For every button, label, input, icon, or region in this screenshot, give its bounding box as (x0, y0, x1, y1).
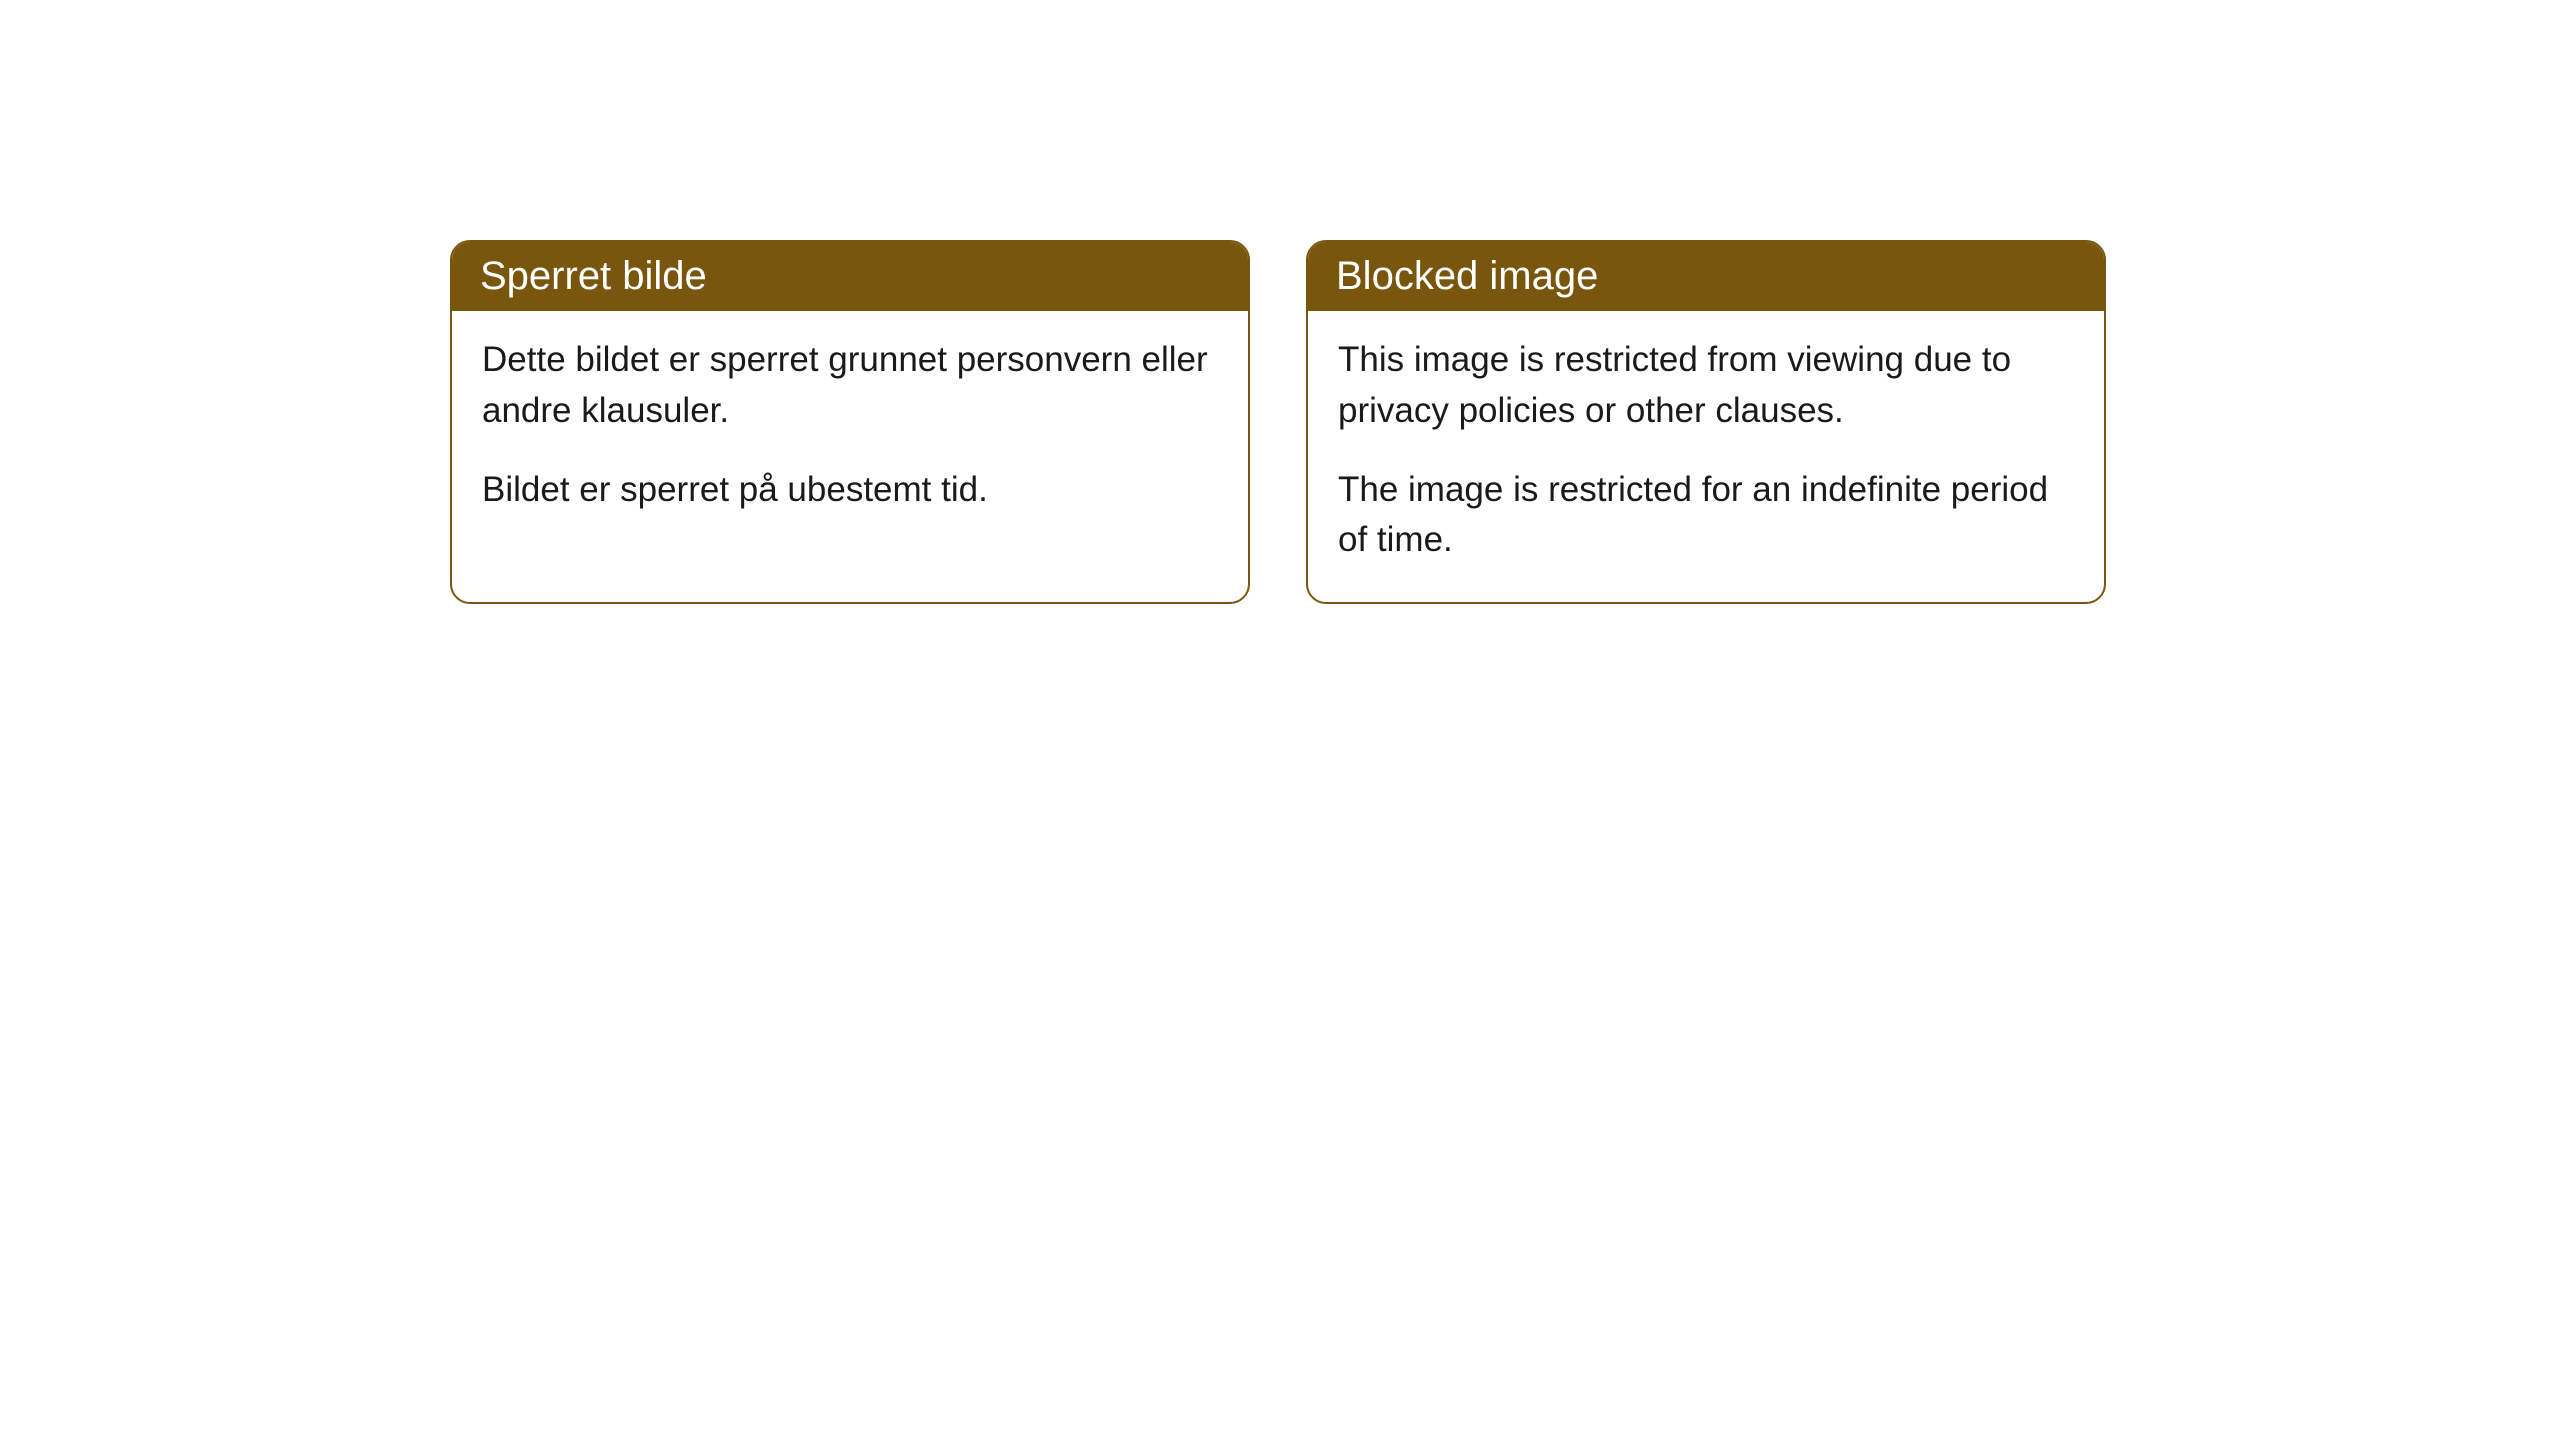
card-english-paragraph-2: The image is restricted for an indefinit… (1338, 465, 2074, 567)
card-norwegian: Sperret bilde Dette bildet er sperret gr… (450, 240, 1250, 604)
card-norwegian-body: Dette bildet er sperret grunnet personve… (452, 311, 1248, 551)
card-english-title: Blocked image (1336, 254, 1598, 298)
card-english-body: This image is restricted from viewing du… (1308, 311, 2104, 602)
card-norwegian-paragraph-1: Dette bildet er sperret grunnet personve… (482, 335, 1218, 437)
card-norwegian-header: Sperret bilde (452, 242, 1248, 311)
cards-container: Sperret bilde Dette bildet er sperret gr… (450, 240, 2560, 604)
card-norwegian-title: Sperret bilde (480, 254, 707, 298)
card-norwegian-paragraph-2: Bildet er sperret på ubestemt tid. (482, 465, 1218, 516)
card-english-header: Blocked image (1308, 242, 2104, 311)
card-english: Blocked image This image is restricted f… (1306, 240, 2106, 604)
card-english-paragraph-1: This image is restricted from viewing du… (1338, 335, 2074, 437)
